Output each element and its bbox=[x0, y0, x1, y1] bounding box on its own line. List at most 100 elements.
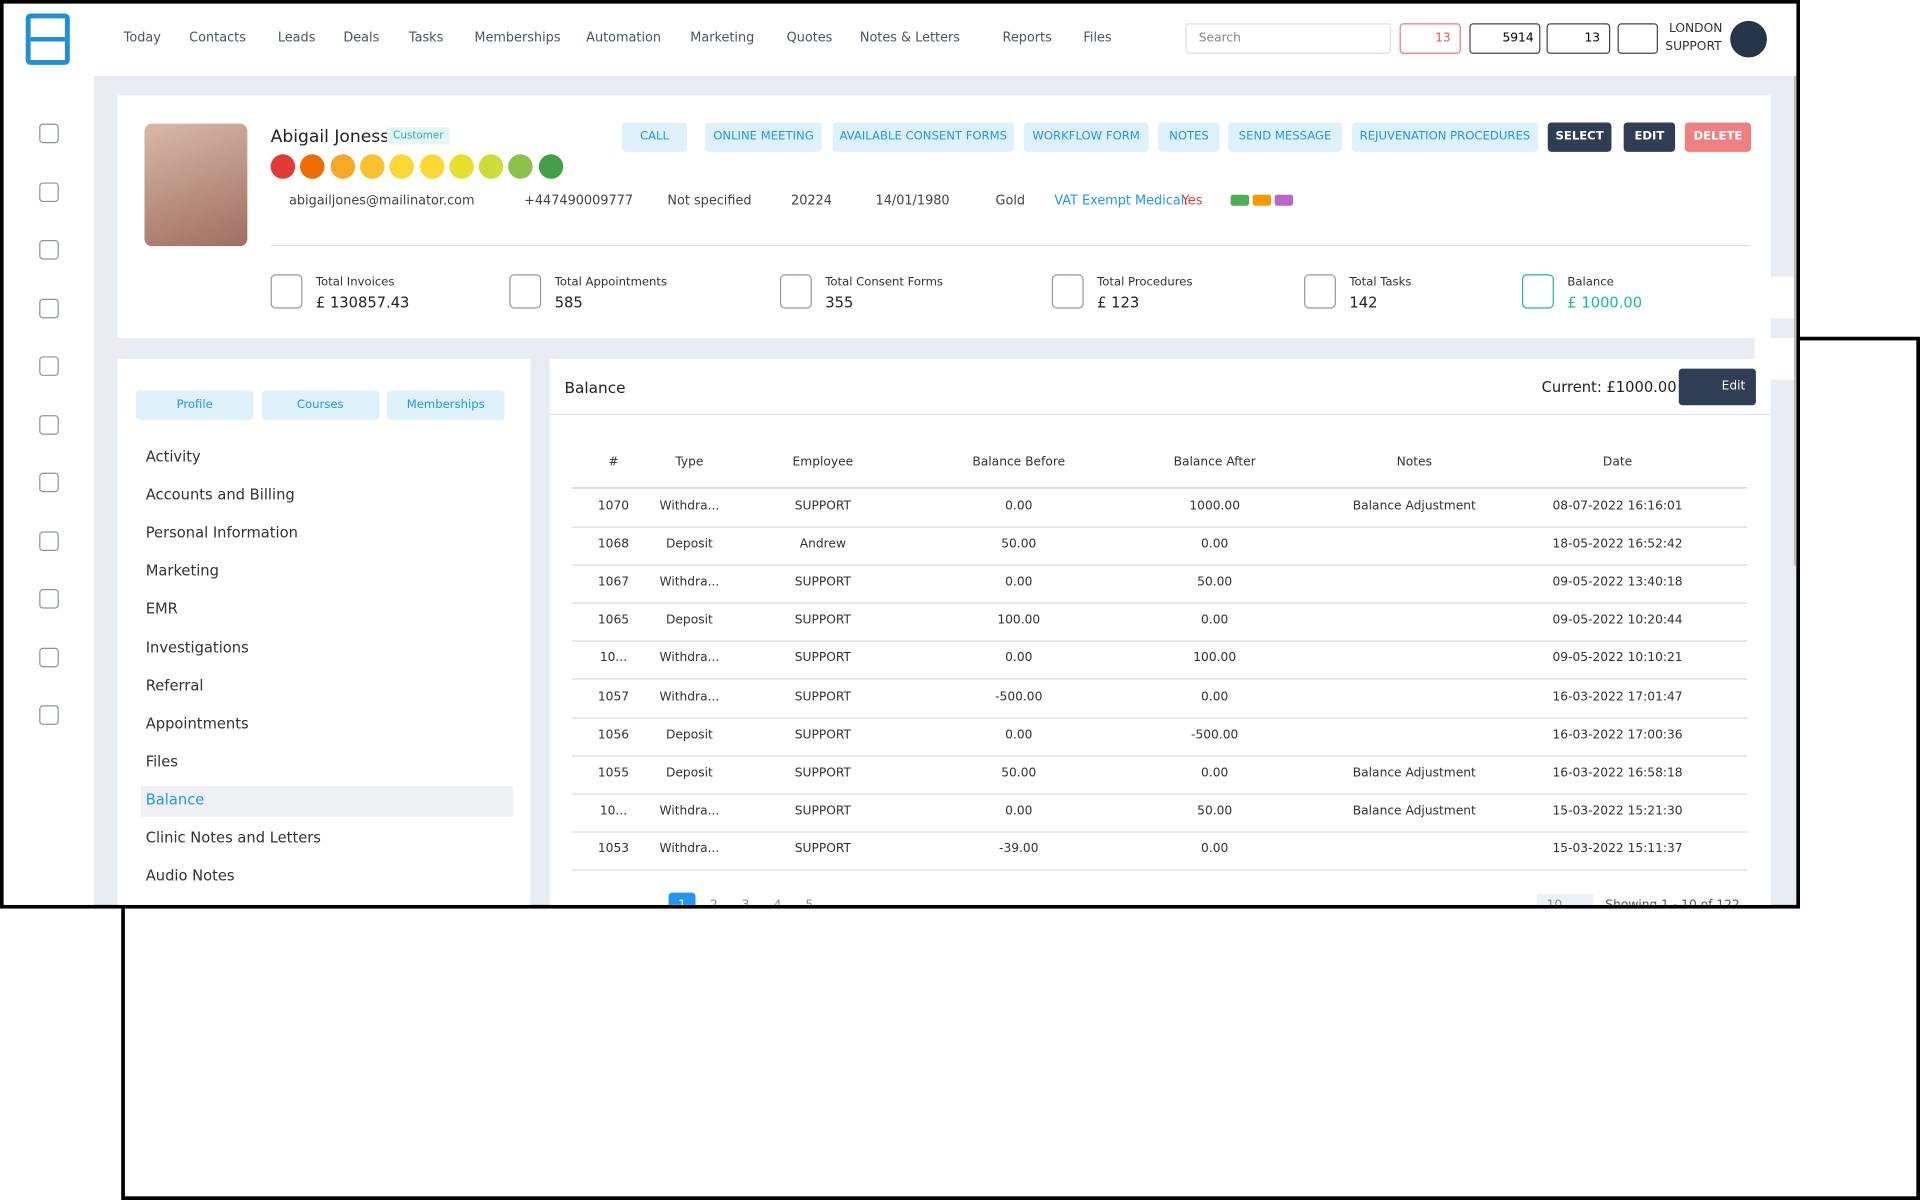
search-box[interactable] bbox=[1185, 23, 1392, 54]
row-line bbox=[571, 755, 1748, 757]
rating-face[interactable] bbox=[538, 154, 563, 179]
rating-face[interactable] bbox=[478, 154, 504, 179]
nav-item[interactable]: Files bbox=[1083, 30, 1112, 46]
table-cell: 50.00 bbox=[1197, 575, 1233, 590]
table-cell: SUPPORT bbox=[794, 690, 851, 704]
rating-face[interactable] bbox=[389, 154, 415, 179]
customer-name: Abigail Joness bbox=[270, 127, 390, 147]
nav-item[interactable]: Tasks bbox=[408, 30, 444, 46]
cart-button[interactable] bbox=[1754, 276, 1794, 319]
info-tier: Gold bbox=[995, 193, 1026, 209]
menu-item[interactable]: EMR bbox=[145, 600, 178, 618]
action-button[interactable]: REJUVENATION PROCEDURES bbox=[1351, 122, 1538, 152]
action-button[interactable]: SEND MESSAGE bbox=[1228, 122, 1343, 152]
menu-item[interactable]: Balance bbox=[140, 785, 514, 817]
page-button[interactable]: 3 bbox=[741, 898, 750, 909]
action-button[interactable]: ONLINE MEETING bbox=[705, 122, 822, 152]
tasks-badge[interactable]: 13 bbox=[1546, 23, 1611, 54]
action-button[interactable]: SELECT bbox=[1547, 122, 1612, 152]
info-id: 20224 bbox=[791, 193, 832, 209]
color-tag bbox=[1230, 194, 1249, 206]
sidebar-icon[interactable] bbox=[39, 181, 59, 202]
nav-item[interactable]: Contacts bbox=[189, 30, 246, 46]
tab-button[interactable]: Courses bbox=[261, 390, 379, 420]
action-button[interactable]: AVAILABLE CONSENT FORMS bbox=[832, 122, 1014, 152]
phone-badge[interactable]: 5914 bbox=[1469, 23, 1541, 54]
column-header: Notes bbox=[1396, 455, 1432, 469]
action-button[interactable]: WORKFLOW FORM bbox=[1023, 122, 1149, 152]
action-button[interactable]: DELETE bbox=[1684, 122, 1752, 152]
nav-item[interactable]: Deals bbox=[343, 30, 380, 46]
action-button[interactable]: NOTES bbox=[1158, 122, 1220, 152]
sidebar-icon[interactable] bbox=[39, 530, 59, 551]
menu-item[interactable]: Files bbox=[145, 752, 178, 770]
table-cell: 0.00 bbox=[1201, 842, 1229, 856]
stat-icon bbox=[270, 274, 303, 309]
menu-item[interactable]: Accounts and Billing bbox=[145, 486, 295, 504]
sidebar-icon[interactable] bbox=[39, 240, 59, 260]
stat-label: Total Consent Forms bbox=[825, 275, 944, 289]
sidebar-icon[interactable] bbox=[39, 705, 59, 725]
sidebar-icon[interactable] bbox=[39, 123, 59, 144]
tab-button[interactable]: Profile bbox=[135, 390, 254, 420]
table-cell: 0.00 bbox=[1201, 613, 1229, 628]
rating-face[interactable] bbox=[270, 154, 296, 179]
table-cell: Withdra... bbox=[659, 651, 720, 666]
sidebar-icon[interactable] bbox=[39, 647, 59, 667]
help-button[interactable] bbox=[1617, 23, 1658, 54]
table-cell: Withdra... bbox=[659, 804, 720, 818]
tab-button[interactable]: Memberships bbox=[386, 390, 505, 420]
table-cell: SUPPORT bbox=[794, 499, 851, 514]
nav-item[interactable]: Memberships bbox=[474, 30, 561, 46]
page-button[interactable]: 2 bbox=[709, 898, 718, 909]
mail-badge[interactable]: 13 bbox=[1399, 23, 1461, 54]
rating-face[interactable] bbox=[330, 154, 355, 179]
nav-item[interactable]: Reports bbox=[1002, 30, 1052, 46]
per-page[interactable]: 10 bbox=[1536, 893, 1594, 905]
menu-item[interactable]: Audio Notes bbox=[145, 867, 235, 885]
menu-item[interactable]: Personal Information bbox=[145, 524, 298, 542]
table-cell: 1000.00 bbox=[1189, 499, 1241, 514]
rating-face[interactable] bbox=[508, 154, 534, 179]
sidebar-icon[interactable] bbox=[39, 588, 59, 609]
nav-item[interactable]: Leads bbox=[277, 30, 316, 46]
scrollbar bbox=[1793, 75, 1797, 566]
sidebar-icon[interactable] bbox=[39, 356, 59, 376]
info-dob: 14/01/1980 bbox=[875, 193, 950, 209]
rating-face[interactable] bbox=[449, 154, 474, 179]
menu-item[interactable]: Investigations bbox=[145, 638, 249, 656]
sidebar-icon[interactable] bbox=[39, 472, 59, 493]
row-line bbox=[571, 487, 1748, 489]
user-avatar[interactable] bbox=[1730, 20, 1767, 58]
menu-item[interactable]: Clinic Notes and Letters bbox=[145, 828, 321, 847]
table-cell: 18-05-2022 16:52:42 bbox=[1552, 537, 1683, 552]
rating-face[interactable] bbox=[359, 154, 385, 179]
rating-face[interactable] bbox=[300, 154, 325, 179]
row-line bbox=[571, 564, 1748, 566]
menu-item[interactable]: Activity bbox=[145, 448, 201, 466]
nav-item[interactable]: Quotes bbox=[786, 30, 833, 46]
action-button[interactable]: CALL bbox=[622, 122, 687, 152]
menu-item[interactable]: Appointments bbox=[145, 714, 249, 732]
menu-item[interactable]: Referral bbox=[145, 676, 204, 694]
nav-item[interactable]: Marketing bbox=[690, 30, 755, 46]
table-cell: SUPPORT bbox=[794, 728, 851, 742]
table-cell: Deposit bbox=[665, 728, 713, 742]
page-button[interactable]: 1 bbox=[668, 892, 696, 905]
nav-item[interactable]: Today bbox=[123, 30, 161, 46]
page-button[interactable]: 4 bbox=[773, 898, 782, 909]
page-button[interactable]: 5 bbox=[805, 898, 814, 909]
sidebar-icon[interactable] bbox=[39, 414, 59, 435]
nav-item[interactable]: Notes & Letters bbox=[859, 30, 960, 46]
edit-button[interactable]: Edit bbox=[1678, 368, 1756, 406]
menu-item[interactable]: Marketing bbox=[145, 562, 219, 580]
nav-item[interactable]: Automation bbox=[586, 30, 662, 46]
table-cell: 0.00 bbox=[1201, 766, 1229, 780]
rating-face[interactable] bbox=[419, 154, 444, 179]
sidebar-icon[interactable] bbox=[39, 298, 59, 318]
action-button[interactable]: EDIT bbox=[1623, 122, 1676, 152]
header-divider bbox=[549, 413, 1771, 416]
logo[interactable] bbox=[25, 13, 70, 65]
row-line bbox=[571, 602, 1748, 604]
table-cell: 0.00 bbox=[1201, 537, 1229, 552]
